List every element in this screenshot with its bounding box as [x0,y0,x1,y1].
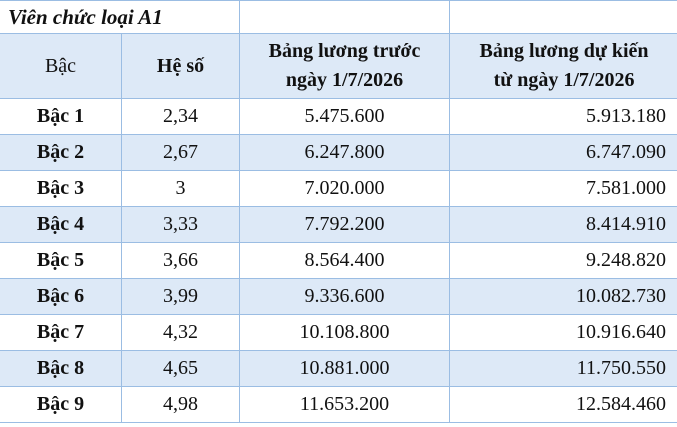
cell-he-so: 3,66 [120,242,241,279]
cell-luong-du-kien: 8.414.910 [449,206,677,243]
table-row: Bậc 9 4,98 11.653.200 12.584.460 [0,386,677,423]
header-bac: Bậc [0,33,122,99]
cell-bac: Bậc 4 [0,206,122,243]
table-title: Viên chức loại A1 [0,0,241,34]
cell-he-so: 2,67 [120,134,241,171]
cell-luong-du-kien: 9.248.820 [449,242,677,279]
cell-luong-du-kien: 10.916.640 [449,314,677,351]
header-luong-truoc: Bảng lương trước ngày 1/7/2026 [239,33,451,99]
header-line: từ ngày 1/7/2026 [493,69,635,91]
cell-bac: Bậc 7 [0,314,122,351]
cell-luong-du-kien: 12.584.460 [449,386,677,423]
table-row: Bậc 4 3,33 7.792.200 8.414.910 [0,206,677,243]
empty-cell [239,0,451,34]
title-row: Viên chức loại A1 [0,0,677,34]
cell-luong-du-kien: 11.750.550 [449,350,677,387]
cell-bac: Bậc 3 [0,170,122,207]
cell-he-so: 4,98 [120,386,241,423]
cell-luong-du-kien: 5.913.180 [449,98,677,135]
header-line: Bảng lương trước [268,40,421,62]
table-row: Bậc 6 3,99 9.336.600 10.082.730 [0,278,677,315]
header-row: Bậc Hệ số Bảng lương trước ngày 1/7/2026 … [0,33,677,99]
table-row: Bậc 2 2,67 6.247.800 6.747.090 [0,134,677,171]
cell-luong-truoc: 7.020.000 [239,170,451,207]
cell-bac: Bậc 6 [0,278,122,315]
cell-luong-truoc: 10.881.000 [239,350,451,387]
cell-luong-truoc: 10.108.800 [239,314,451,351]
cell-he-so: 3,99 [120,278,241,315]
table-row: Bậc 8 4,65 10.881.000 11.750.550 [0,350,677,387]
cell-he-so: 4,32 [120,314,241,351]
cell-luong-truoc: 9.336.600 [239,278,451,315]
cell-luong-du-kien: 6.747.090 [449,134,677,171]
cell-he-so: 4,65 [120,350,241,387]
cell-he-so: 2,34 [120,98,241,135]
cell-luong-du-kien: 7.581.000 [449,170,677,207]
cell-bac: Bậc 2 [0,134,122,171]
cell-bac: Bậc 9 [0,386,122,423]
cell-luong-truoc: 11.653.200 [239,386,451,423]
cell-bac: Bậc 1 [0,98,122,135]
cell-luong-truoc: 5.475.600 [239,98,451,135]
table-row: Bậc 3 3 7.020.000 7.581.000 [0,170,677,207]
cell-bac: Bậc 5 [0,242,122,279]
table-row: Bậc 5 3,66 8.564.400 9.248.820 [0,242,677,279]
header-line: Bảng lương dự kiến [479,40,649,62]
empty-cell [449,0,677,34]
table-row: Bậc 7 4,32 10.108.800 10.916.640 [0,314,677,351]
cell-luong-truoc: 7.792.200 [239,206,451,243]
header-he-so: Hệ số [120,33,241,99]
header-luong-du-kien: Bảng lương dự kiến từ ngày 1/7/2026 [449,33,677,99]
cell-he-so: 3,33 [120,206,241,243]
cell-luong-truoc: 8.564.400 [239,242,451,279]
cell-luong-du-kien: 10.082.730 [449,278,677,315]
cell-bac: Bậc 8 [0,350,122,387]
cell-luong-truoc: 6.247.800 [239,134,451,171]
header-line: ngày 1/7/2026 [285,69,404,91]
cell-he-so: 3 [120,170,241,207]
table-row: Bậc 1 2,34 5.475.600 5.913.180 [0,98,677,135]
